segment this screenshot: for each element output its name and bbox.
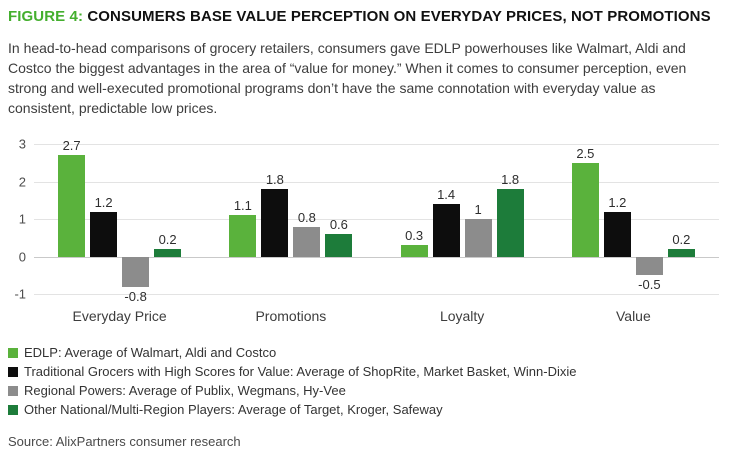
legend-label: Other National/Multi-Region Players: Ave… <box>24 402 443 417</box>
zero-gridline <box>34 256 719 258</box>
bar-promotions-series-3 <box>325 234 353 257</box>
bar-value-label: 1.8 <box>265 172 284 187</box>
x-axis-labels: Everyday Price Promotions Loyalty Value <box>34 308 719 324</box>
legend-label: EDLP: Average of Walmart, Aldi and Costc… <box>24 345 277 360</box>
gridline <box>34 181 719 183</box>
bar-value-label: 1.2 <box>94 194 113 210</box>
legend-swatch <box>8 367 18 377</box>
legend-swatch <box>8 348 18 358</box>
legend-label: Regional Powers: Average of Publix, Wegm… <box>24 383 346 398</box>
bar-promotions-series-2 <box>293 226 321 257</box>
legend-swatch <box>8 386 18 396</box>
bar-value-label: 1.2 <box>608 194 627 210</box>
bar-value-label: 1 <box>474 202 482 217</box>
figure-title: FIGURE 4: CONSUMERS BASE VALUE PERCEPTIO… <box>8 8 729 25</box>
bar-loyalty-series-2 <box>464 219 492 257</box>
category-label-everyday-price: Everyday Price <box>72 308 167 324</box>
legend-item-1: Traditional Grocers with High Scores for… <box>8 365 729 379</box>
gridline <box>34 294 719 295</box>
bar-everyday-price-series-3 <box>154 249 182 257</box>
bar-value-series-2 <box>635 256 663 276</box>
plot-area: 2.7 1.2 -0.8 0.2 1.1 1.8 0.8 0.6 0.3 1.4 1 1.8 2.5 1.… <box>34 138 719 304</box>
y-tick-label: 0 <box>18 249 26 264</box>
legend-swatch <box>8 405 18 415</box>
gridline <box>34 219 719 220</box>
bar-value-label: 0.2 <box>672 232 691 247</box>
legend-label: Traditional Grocers with High Scores for… <box>24 364 577 379</box>
bar-value-label: 0.8 <box>297 209 316 225</box>
source-note: Source: AlixPartners consumer research <box>8 434 241 449</box>
bar-value-label: 2.7 <box>62 138 81 154</box>
figure-description: In head-to-head comparisons of grocery r… <box>8 40 687 116</box>
bar-value-series-1 <box>603 211 631 257</box>
bar-value-label: 1.4 <box>437 187 456 202</box>
bar-chart: 3 2 1 0 -1 2.7 1.2 -0.8 0.2 1.1 1.8 0.8 0.6 0.3 1.4 1 1… <box>8 137 719 304</box>
bar-value-label: -0.8 <box>124 288 147 304</box>
bar-loyalty-series-3 <box>496 189 524 257</box>
category-label-loyalty: Loyalty <box>439 308 485 324</box>
bar-value-series-3 <box>667 249 695 257</box>
gridline <box>34 144 719 145</box>
bar-promotions-series-0 <box>229 215 257 257</box>
y-tick-label: 2 <box>18 174 26 189</box>
figure-title-text: CONSUMERS BASE VALUE PERCEPTION ON EVERY… <box>87 8 711 25</box>
y-tick-label: 1 <box>18 211 26 227</box>
category-label-value: Value <box>615 308 651 324</box>
legend-item-3: Other National/Multi-Region Players: Ave… <box>8 403 729 417</box>
bar-loyalty-series-1 <box>432 204 460 257</box>
chart-legend: EDLP: Average of Walmart, Aldi and Costc… <box>8 346 729 417</box>
bar-value-label: 0.2 <box>158 232 177 247</box>
bar-value-label: 0.6 <box>329 217 348 232</box>
y-axis: 3 2 1 0 -1 <box>8 137 34 302</box>
y-tick-label: 3 <box>18 136 26 152</box>
bar-value-label: -0.5 <box>638 277 661 293</box>
bar-everyday-price-series-1 <box>90 211 118 257</box>
bar-value-label: 2.5 <box>576 145 595 161</box>
bar-everyday-price-series-0 <box>58 155 86 257</box>
bar-loyalty-series-0 <box>400 245 428 257</box>
bar-value-label: 0.3 <box>405 228 424 244</box>
bar-value-label: 1.1 <box>233 198 252 214</box>
legend-item-0: EDLP: Average of Walmart, Aldi and Costc… <box>8 346 729 360</box>
y-tick-label: -1 <box>14 286 26 302</box>
bar-everyday-price-series-2 <box>122 256 150 287</box>
bar-value-series-0 <box>571 162 599 257</box>
bar-value-label: 1.8 <box>501 172 520 187</box>
bar-promotions-series-1 <box>261 189 289 257</box>
figure-label: FIGURE 4: <box>8 8 84 25</box>
legend-item-2: Regional Powers: Average of Publix, Wegm… <box>8 384 729 398</box>
category-label-promotions: Promotions <box>255 308 327 324</box>
